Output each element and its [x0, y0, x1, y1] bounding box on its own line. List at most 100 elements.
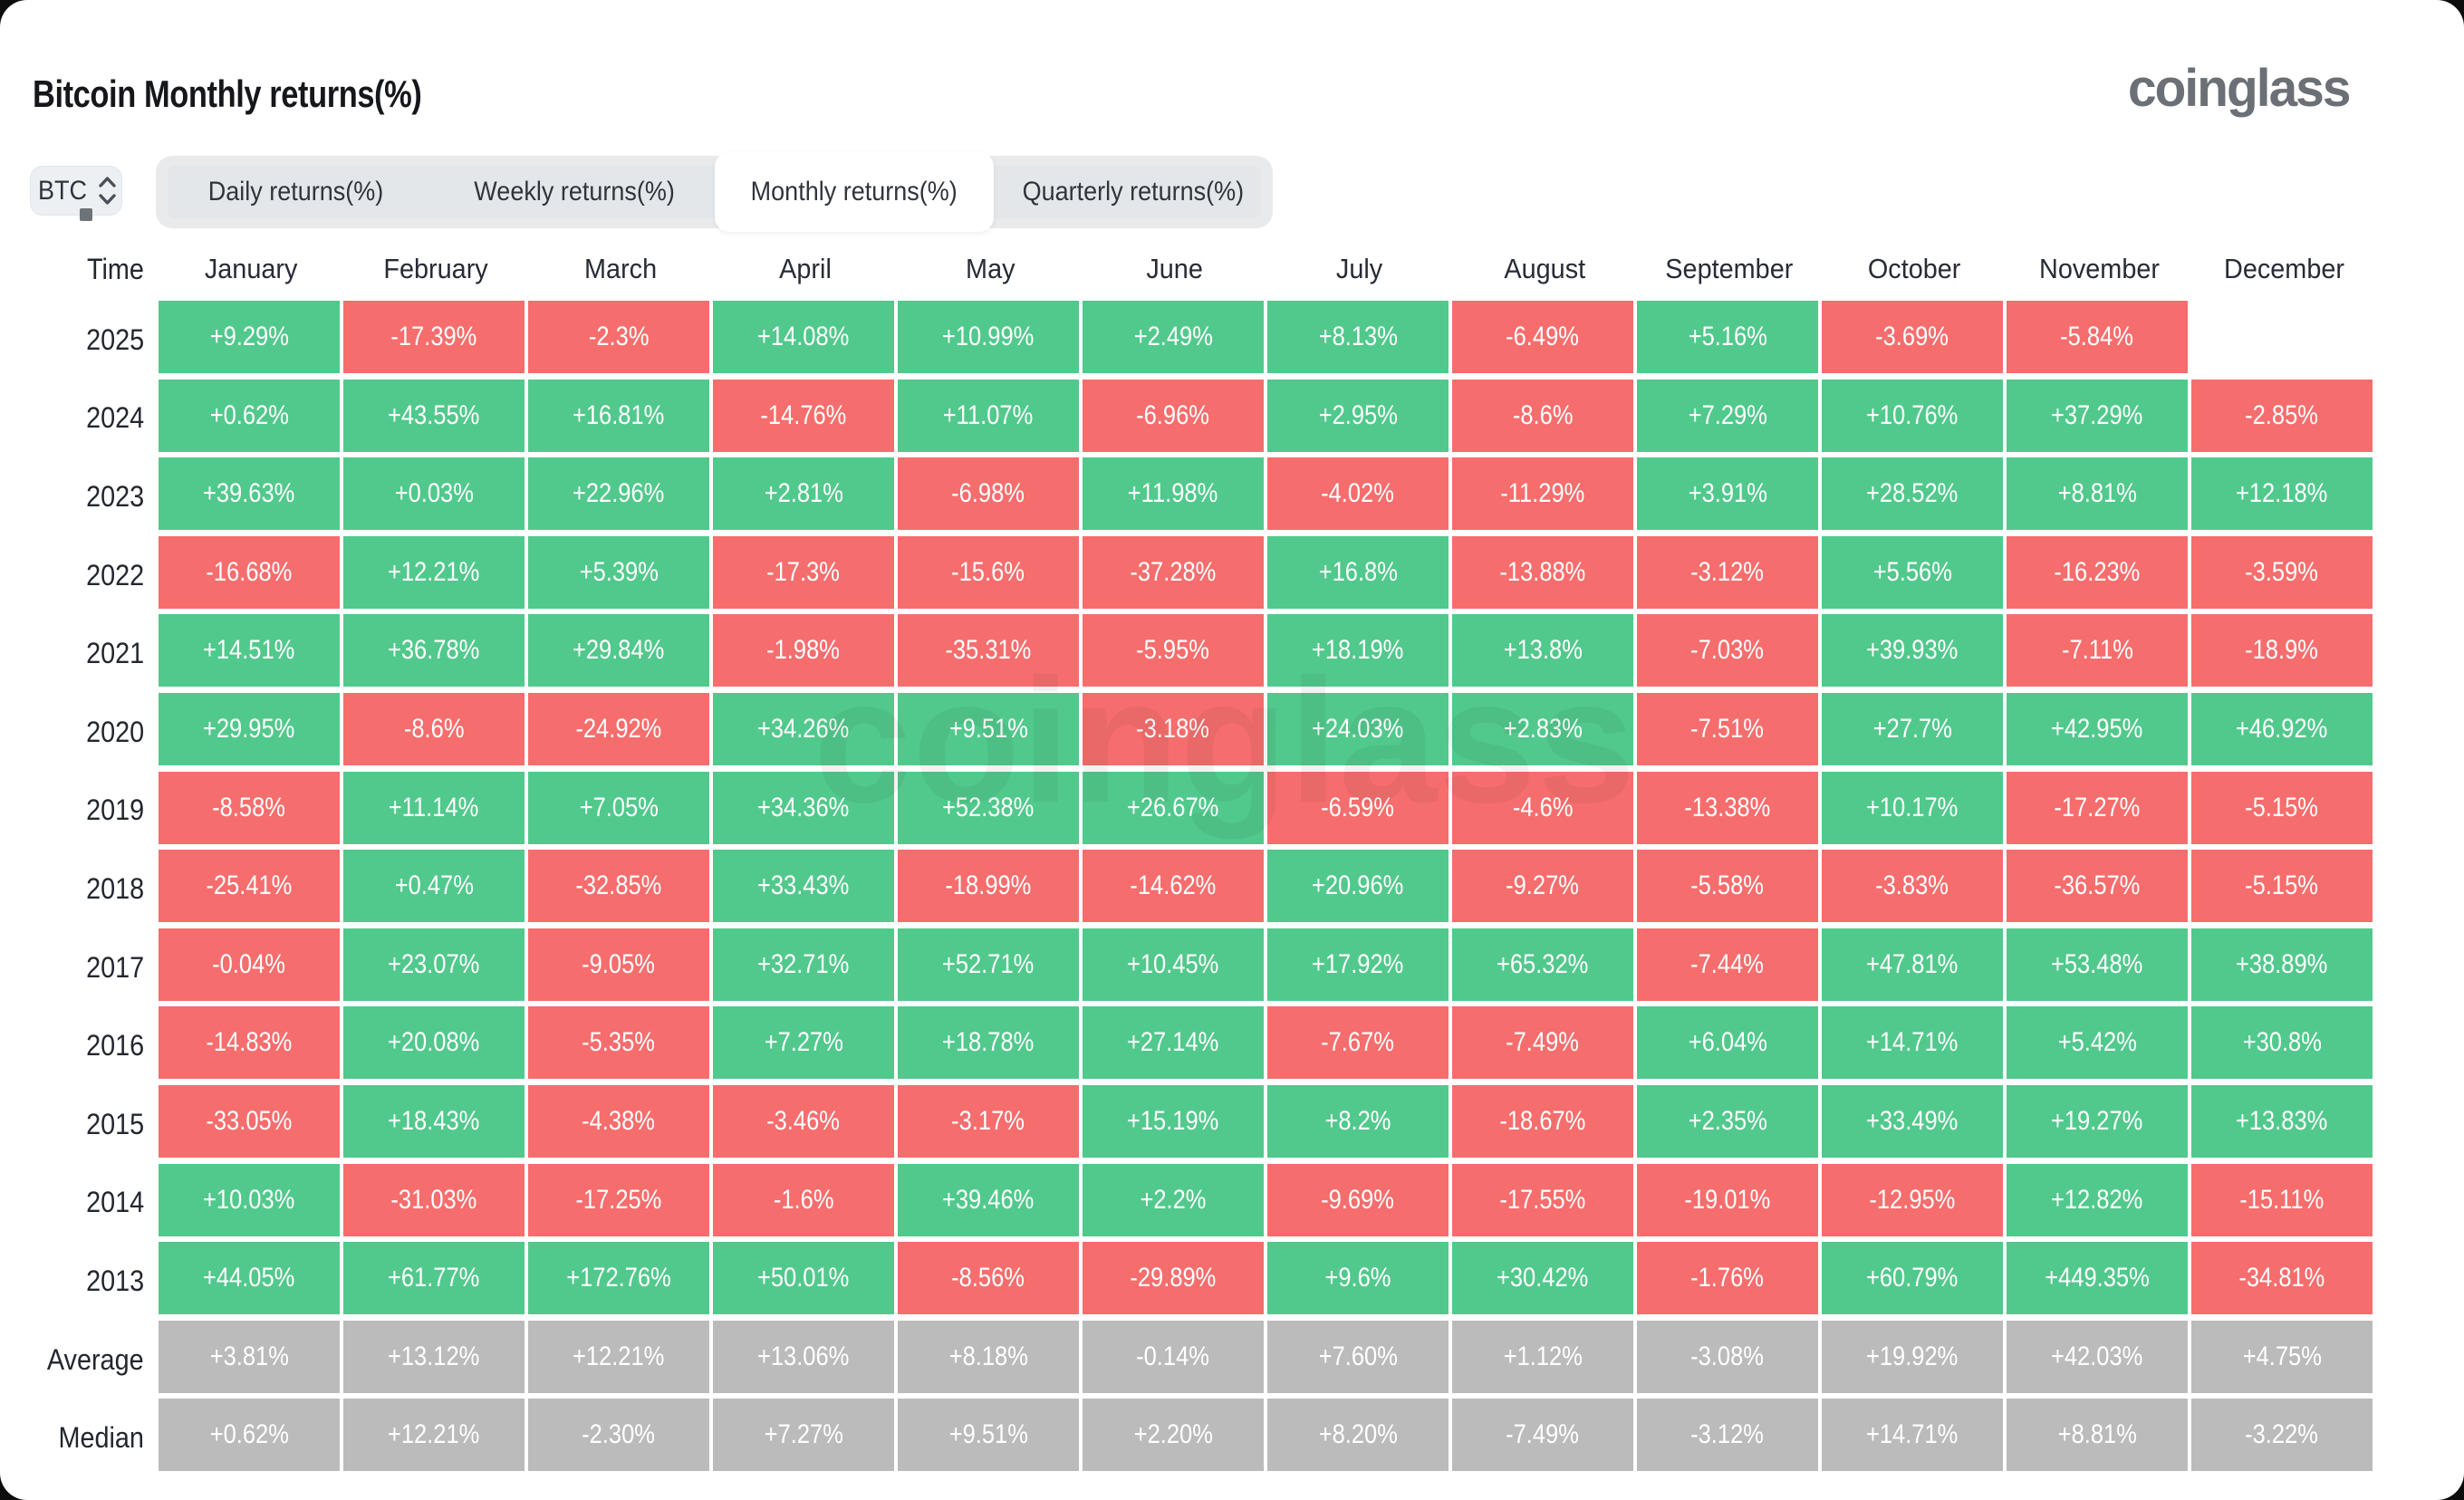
return-cell: +22.96% [528, 457, 709, 531]
return-cell: +42.03% [2007, 1320, 2188, 1393]
return-cell: +42.95% [2007, 692, 2188, 765]
return-cell: +10.17% [1822, 771, 2003, 844]
tab-weekly[interactable]: Weekly returns(%) [435, 156, 714, 228]
return-cell: +33.43% [713, 850, 894, 923]
row-label-2019: 2019 [85, 793, 144, 827]
row-label-2023: 2023 [85, 479, 144, 513]
return-cell: -3.69% [1822, 301, 2003, 373]
return-cell: +6.04% [1637, 1006, 1818, 1080]
return-cell: -7.44% [1637, 928, 1818, 1001]
return-cell: -13.88% [1452, 535, 1633, 609]
return-cell: -5.15% [2191, 771, 2373, 844]
return-cell: +36.78% [343, 614, 525, 688]
return-cell: +7.05% [528, 771, 709, 844]
return-cell: +19.27% [2007, 1084, 2188, 1158]
return-cell: -6.98% [898, 457, 1079, 531]
return-cell: +43.55% [343, 379, 525, 452]
return-cell: -17.25% [528, 1163, 709, 1236]
return-cell: -9.27% [1452, 850, 1633, 923]
symbol-selector-indicator [80, 208, 92, 221]
return-cell: -6.59% [1267, 771, 1449, 844]
return-cell: -14.83% [159, 1006, 340, 1080]
return-cell: +18.43% [343, 1084, 525, 1158]
tab-label: Monthly returns(%) [750, 177, 958, 207]
row-label-2025: 2025 [85, 322, 144, 356]
return-cell: +29.95% [159, 692, 340, 765]
return-cell: -3.17% [898, 1084, 1079, 1158]
return-cell: +13.12% [343, 1320, 525, 1393]
return-cell: -13.38% [1637, 771, 1818, 844]
return-cell: +9.51% [898, 1399, 1079, 1472]
return-cell: +172.76% [528, 1242, 709, 1315]
return-cell: +11.07% [898, 379, 1079, 452]
return-cell: +12.18% [2191, 457, 2373, 531]
return-cell: +1.12% [1452, 1320, 1633, 1393]
return-cell: -17.3% [713, 535, 894, 609]
return-cell: +5.39% [528, 535, 709, 609]
return-cell: +3.81% [159, 1320, 340, 1393]
tab-quarterly[interactable]: Quarterly returns(%) [994, 156, 1273, 228]
return-cell: -5.58% [1637, 850, 1818, 923]
month-header: October [1867, 253, 1961, 284]
return-cell: +12.21% [528, 1320, 709, 1393]
return-cell: -17.55% [1452, 1163, 1633, 1236]
return-cell: +13.06% [713, 1320, 894, 1393]
return-cell: -8.58% [159, 771, 340, 844]
month-header: February [383, 253, 488, 284]
tab-daily[interactable]: Daily returns(%) [156, 156, 435, 228]
return-cell: +8.18% [898, 1320, 1079, 1393]
return-cell: -15.11% [2191, 1163, 2373, 1236]
return-cell: -8.56% [898, 1242, 1079, 1315]
return-cell: -14.62% [1083, 850, 1264, 923]
return-cell: +12.82% [2007, 1163, 2188, 1236]
return-cell: +14.51% [159, 614, 340, 688]
month-header: December [2223, 253, 2344, 284]
return-cell: -15.6% [898, 535, 1079, 609]
return-cell: -4.02% [1267, 457, 1449, 531]
return-cell: -2.30% [528, 1399, 709, 1472]
return-cell: +39.46% [898, 1163, 1079, 1236]
return-cell: +32.71% [713, 928, 894, 1001]
return-cell: +2.49% [1083, 301, 1264, 373]
return-cell: -1.98% [713, 614, 894, 688]
return-cell: +46.92% [2191, 692, 2373, 765]
return-cell: +9.29% [159, 301, 340, 373]
row-label-average: Average [47, 1342, 144, 1376]
return-cell: +11.98% [1083, 457, 1264, 531]
return-cell: +14.71% [1822, 1006, 2003, 1080]
return-cell: -5.84% [2007, 301, 2188, 373]
return-cell: -8.6% [1452, 379, 1633, 452]
row-label-2018: 2018 [85, 871, 144, 905]
tab-label: Daily returns(%) [207, 177, 383, 207]
return-cell: +26.67% [1083, 771, 1264, 844]
symbol-selector[interactable]: BTC [30, 166, 122, 216]
return-cell: -17.39% [343, 301, 525, 373]
return-cell: +15.19% [1083, 1084, 1264, 1158]
tabs-container: Daily returns(%) Weekly returns(%) Monthly… [156, 152, 1273, 232]
return-cell: +5.16% [1637, 301, 1818, 373]
return-cell: -3.18% [1083, 692, 1264, 765]
return-cell: -32.85% [528, 850, 709, 923]
tab-monthly[interactable]: Monthly returns(%) [714, 152, 994, 232]
return-cell: -29.89% [1083, 1242, 1264, 1315]
return-cell: -7.67% [1267, 1006, 1449, 1080]
return-cell: -36.57% [2007, 850, 2188, 923]
return-cell: -7.51% [1637, 692, 1818, 765]
return-cell: -16.68% [159, 535, 340, 609]
return-cell: +8.13% [1267, 301, 1449, 373]
empty-cell [2191, 301, 2376, 380]
coinglass-logo: coinglass [2128, 59, 2352, 118]
month-header: November [2038, 253, 2160, 284]
return-cell: -25.41% [159, 850, 340, 923]
return-cell: +2.35% [1637, 1084, 1818, 1158]
return-cell: -2.85% [2191, 379, 2373, 452]
return-cell: -37.28% [1083, 535, 1264, 609]
return-cell: -3.08% [1637, 1320, 1818, 1393]
month-header: September [1665, 253, 1794, 284]
return-cell: +60.79% [1822, 1242, 2003, 1315]
row-label-2021: 2021 [85, 637, 144, 670]
return-cell: +20.96% [1267, 850, 1449, 923]
time-column-header: Time [87, 252, 144, 285]
return-cell: +20.08% [343, 1006, 525, 1080]
row-label-2014: 2014 [85, 1186, 144, 1219]
